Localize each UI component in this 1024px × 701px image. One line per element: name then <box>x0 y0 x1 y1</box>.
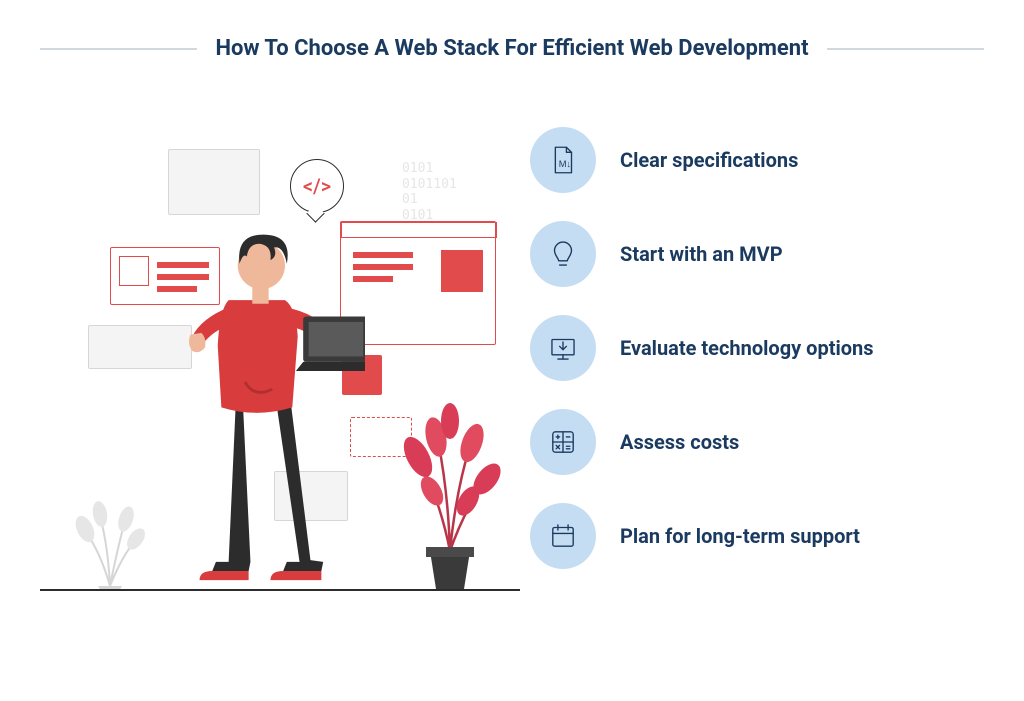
list-item: Start with an MVP <box>530 221 974 287</box>
floor-line <box>40 589 520 591</box>
person <box>165 191 365 591</box>
rule-right <box>827 48 984 50</box>
markdown-file-icon: M↓ <box>530 127 596 193</box>
plant-small <box>70 491 150 591</box>
item-label: Clear specifications <box>620 148 798 172</box>
illustration: PHP 0101 0101101 01 0101 01 </> <box>50 101 510 621</box>
rule-left <box>40 48 197 50</box>
list-item: Plan for long-term support <box>530 503 974 569</box>
item-label: Assess costs <box>620 430 739 454</box>
calculator-icon <box>530 409 596 475</box>
content: PHP 0101 0101101 01 0101 01 </> <box>0 61 1024 621</box>
lightbulb-icon <box>530 221 596 287</box>
item-label: Evaluate technology options <box>620 336 874 360</box>
item-label: Plan for long-term support <box>620 524 860 548</box>
svg-text:M↓: M↓ <box>559 159 571 169</box>
plant-potted <box>390 391 510 591</box>
list-item: M↓ Clear specifications <box>530 127 974 193</box>
download-monitor-icon <box>530 315 596 381</box>
steps-list: M↓ Clear specifications Start with an MV… <box>530 101 974 621</box>
page-title: How To Choose A Web Stack For Efficient … <box>215 36 808 61</box>
calendar-icon <box>530 503 596 569</box>
header: How To Choose A Web Stack For Efficient … <box>0 0 1024 61</box>
item-label: Start with an MVP <box>620 242 783 266</box>
list-item: Assess costs <box>530 409 974 475</box>
list-item: Evaluate technology options <box>530 315 974 381</box>
